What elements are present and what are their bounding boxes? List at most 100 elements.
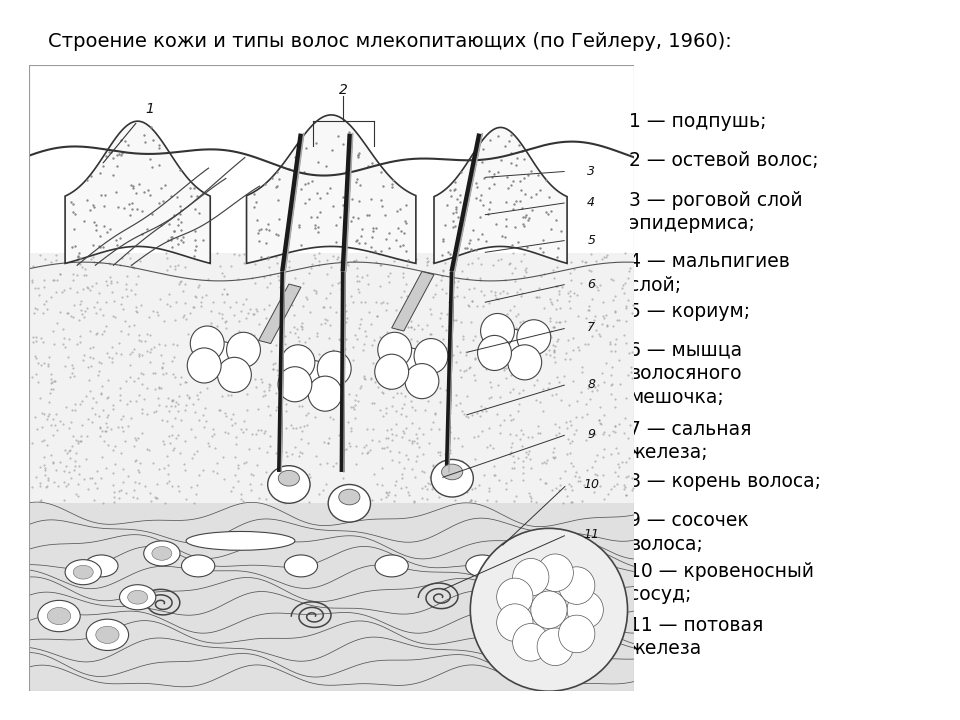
- Point: [561, 295, 576, 307]
- Point: [365, 397, 380, 409]
- Point: [102, 258, 117, 269]
- Point: [258, 223, 274, 235]
- Point: [139, 443, 155, 454]
- Point: [389, 305, 404, 316]
- Point: [278, 397, 294, 409]
- Point: [228, 431, 243, 443]
- Point: [179, 313, 194, 325]
- Point: [306, 385, 322, 397]
- Point: [268, 251, 283, 262]
- Point: [112, 259, 128, 271]
- Ellipse shape: [278, 470, 300, 486]
- Point: [268, 181, 283, 193]
- Point: [244, 272, 259, 284]
- Point: [212, 405, 228, 416]
- Point: [163, 234, 179, 246]
- Point: [607, 481, 622, 492]
- Point: [346, 341, 361, 353]
- Ellipse shape: [186, 531, 295, 550]
- Point: [604, 449, 619, 460]
- Point: [113, 348, 129, 359]
- Point: [186, 301, 202, 312]
- Point: [616, 427, 632, 438]
- Point: [487, 461, 502, 472]
- Point: [269, 228, 284, 239]
- Point: [307, 252, 323, 264]
- Point: [100, 409, 115, 420]
- Point: [350, 212, 366, 224]
- Point: [478, 352, 493, 364]
- Point: [36, 307, 51, 318]
- Point: [516, 248, 532, 260]
- Point: [260, 282, 276, 293]
- Point: [134, 228, 150, 240]
- Point: [136, 393, 152, 405]
- Point: [446, 291, 462, 302]
- Point: [480, 208, 495, 220]
- Point: [323, 287, 338, 299]
- Point: [541, 345, 557, 356]
- Point: [164, 355, 180, 366]
- Point: [99, 411, 114, 423]
- Point: [488, 350, 503, 361]
- Point: [78, 306, 93, 318]
- Point: [375, 387, 391, 399]
- Point: [261, 381, 276, 392]
- Point: [419, 493, 434, 505]
- Point: [317, 436, 332, 448]
- Point: [95, 404, 110, 415]
- Point: [230, 475, 246, 487]
- Point: [380, 433, 396, 444]
- Point: [578, 256, 593, 268]
- Point: [279, 378, 295, 390]
- Point: [126, 181, 141, 192]
- Point: [463, 494, 478, 505]
- Point: [535, 234, 550, 246]
- Point: [218, 364, 233, 375]
- Point: [398, 481, 414, 492]
- Point: [595, 428, 611, 440]
- Point: [106, 295, 121, 307]
- Point: [244, 468, 259, 480]
- Point: [586, 314, 601, 325]
- Point: [297, 179, 312, 190]
- Point: [562, 353, 577, 364]
- Point: [150, 478, 165, 490]
- Point: [241, 443, 256, 454]
- Point: [156, 195, 171, 207]
- Point: [312, 459, 327, 470]
- Point: [84, 171, 99, 182]
- Point: [368, 246, 383, 257]
- Point: [602, 336, 617, 348]
- Text: 4 — мальпигиев
слой;: 4 — мальпигиев слой;: [629, 252, 790, 294]
- Point: [568, 424, 584, 436]
- Point: [277, 498, 293, 509]
- Point: [195, 373, 210, 384]
- Point: [277, 330, 293, 341]
- Point: [521, 445, 537, 456]
- Point: [333, 459, 348, 470]
- Point: [199, 289, 214, 301]
- Point: [409, 456, 424, 467]
- Point: [166, 442, 181, 454]
- Point: [299, 419, 314, 431]
- Point: [280, 225, 296, 237]
- Point: [112, 389, 128, 400]
- Point: [338, 480, 353, 491]
- Polygon shape: [392, 271, 434, 331]
- Circle shape: [531, 591, 567, 629]
- Point: [28, 412, 43, 423]
- Point: [388, 475, 403, 487]
- Point: [328, 236, 344, 248]
- Point: [402, 433, 418, 445]
- Point: [238, 330, 253, 341]
- Point: [261, 323, 276, 334]
- Point: [459, 242, 474, 253]
- Point: [592, 417, 608, 428]
- Point: [384, 435, 399, 446]
- Point: [490, 293, 505, 305]
- Point: [252, 319, 267, 330]
- Point: [27, 307, 42, 319]
- Point: [499, 171, 515, 182]
- Point: [64, 404, 80, 415]
